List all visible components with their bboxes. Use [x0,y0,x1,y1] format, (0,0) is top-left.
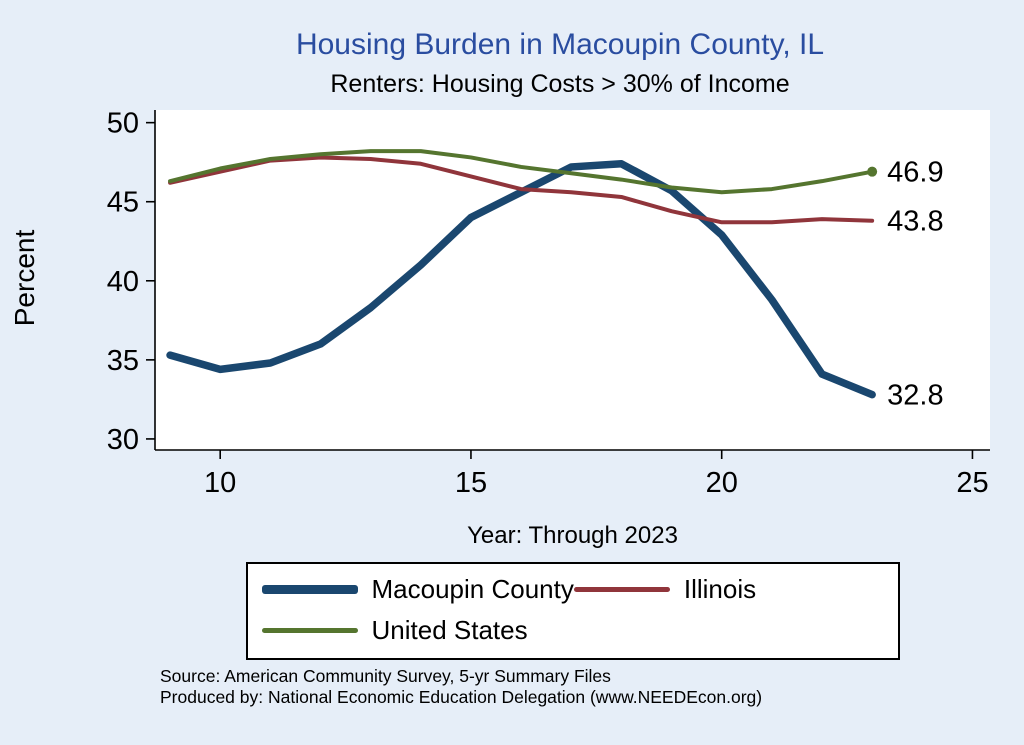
svg-text:10: 10 [204,467,236,499]
svg-text:43.8: 43.8 [887,206,943,238]
chart-title: Housing Burden in Macoupin County, IL [295,28,825,61]
macoupin-line-sample [261,585,358,594]
united-states-line-sample [261,628,358,633]
legend-item-united-states: United States [261,615,574,646]
svg-text:50: 50 [107,108,139,140]
svg-text:46.9: 46.9 [887,157,943,189]
legend-label-united-states: United States [371,615,528,645]
legend: Macoupin County Illinois United States [155,562,990,660]
source-line-2: Produced by: National Economic Education… [160,687,763,708]
svg-text:45: 45 [107,187,139,219]
svg-text:20: 20 [706,467,738,499]
illinois-line-sample [573,587,670,592]
source-note: Source: American Community Survey, 5-yr … [160,666,1000,709]
source-line-1: Source: American Community Survey, 5-yr … [160,666,611,686]
svg-text:35: 35 [107,345,139,377]
x-axis-title: Year: Through 2023 [467,522,678,549]
svg-text:30: 30 [107,424,139,456]
legend-box: Macoupin County Illinois United States [245,562,900,660]
svg-text:40: 40 [107,266,139,298]
legend-label-macoupin: Macoupin County [371,574,574,604]
legend-item-illinois: Illinois [573,574,884,605]
svg-text:15: 15 [455,467,487,499]
svg-text:25: 25 [956,467,988,499]
y-axis-title: Percent [9,229,40,327]
legend-label-illinois: Illinois [683,574,757,604]
svg-text:32.8: 32.8 [887,380,943,412]
chart-subtitle: Renters: Housing Costs > 30% of Income [330,70,790,98]
legend-item-macoupin: Macoupin County [261,574,574,605]
